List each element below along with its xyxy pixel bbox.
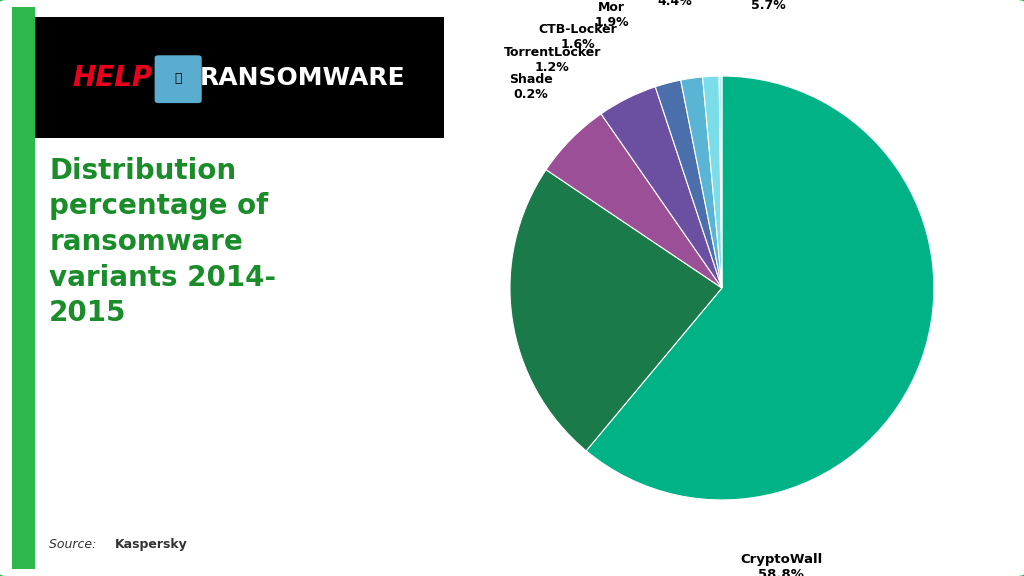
Bar [12, 7, 35, 569]
Text: HELP: HELP [73, 64, 153, 92]
Wedge shape [681, 77, 722, 288]
Text: Source:: Source: [49, 538, 100, 551]
Text: CTB-Locker
1.6%: CTB-Locker 1.6% [539, 22, 617, 51]
Wedge shape [601, 87, 722, 288]
Text: Distribution
percentage of
ransomware
variants 2014-
2015: Distribution percentage of ransomware va… [49, 157, 276, 327]
Text: RANSOMWARE: RANSOMWARE [200, 66, 404, 90]
FancyBboxPatch shape [155, 55, 202, 103]
Text: 🔒: 🔒 [174, 73, 182, 85]
Bar [35, 17, 444, 138]
Text: CryptoWall
58.8%: CryptoWall 58.8% [740, 553, 822, 576]
Text: Scatter
4.4%: Scatter 4.4% [649, 0, 700, 8]
Text: Cryakl
5.7%: Cryakl 5.7% [746, 0, 791, 13]
Wedge shape [655, 80, 722, 288]
Wedge shape [719, 76, 722, 288]
Wedge shape [510, 170, 722, 451]
Text: TorrentLocker
1.2%: TorrentLocker 1.2% [504, 46, 601, 74]
Text: Shade
0.2%: Shade 0.2% [509, 74, 553, 101]
Wedge shape [586, 76, 934, 500]
Wedge shape [546, 114, 722, 288]
Wedge shape [702, 76, 722, 288]
Text: Kaspersky: Kaspersky [115, 538, 187, 551]
Text: Mor
1.9%: Mor 1.9% [594, 1, 629, 29]
